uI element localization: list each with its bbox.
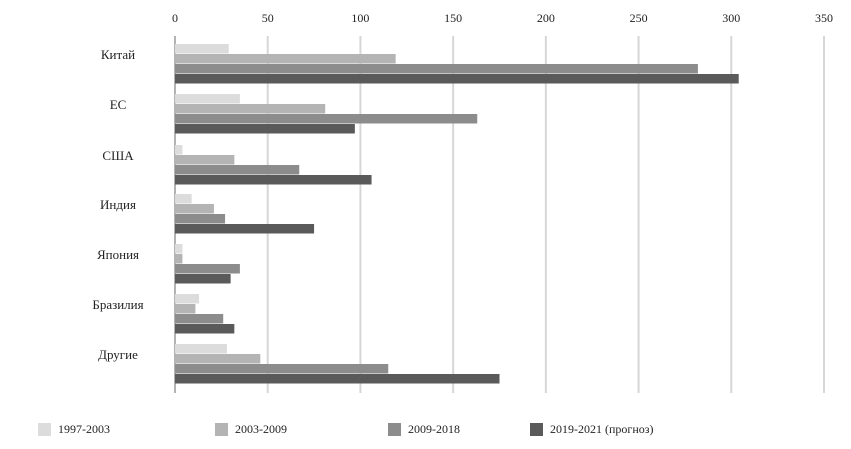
category-labels: Китай ЕС США Индия Япония Бразилия Другие [92,47,143,362]
bar-2 [175,54,396,64]
x-tick-label: 350 [815,11,833,25]
legend-swatch [388,422,401,436]
x-tick-label: 50 [262,11,274,25]
bar-4 [175,274,231,284]
category-label: ЕС [110,97,127,112]
legend-swatch [215,422,228,436]
bar-3 [175,165,300,175]
grid-layer [174,36,825,393]
x-tick-label: 150 [444,11,462,25]
bar-2 [175,155,235,165]
bar-2 [175,254,183,264]
category-label: Китай [101,47,135,62]
x-tick-label: 100 [351,11,369,25]
x-ticks: 0 50 100 150 200 250 300 350 [172,11,833,25]
bar-3 [175,364,389,374]
bar-4 [175,74,739,84]
category-label: Бразилия [92,297,143,312]
bar-1 [175,94,240,104]
x-tick-label: 0 [172,11,178,25]
bar-3 [175,114,478,124]
category-label: США [102,148,134,163]
legend-item: 1997-2003 [38,420,110,438]
legend-item: 2009-2018 [388,420,460,438]
bar-2 [175,104,326,114]
legend: 1997-2003 2003-2009 2009-2018 2019-2021 (пр… [38,420,838,440]
bar-3 [175,64,698,74]
legend-label: 2019-2021 (прогноз) [550,421,654,436]
bar-2 [175,354,261,364]
bar-4 [175,224,315,234]
legend-swatch [38,422,51,436]
bar-4 [175,124,355,134]
legend-label: 1997-2003 [58,421,110,436]
bar-4 [175,175,372,185]
bar-4 [175,374,500,384]
bar-1 [175,294,200,304]
bars [175,44,739,384]
legend-swatch [530,422,543,436]
bar-1 [175,44,229,54]
category-label: Индия [100,197,136,212]
legend-item: 2003-2009 [215,420,287,438]
bar-3 [175,264,240,274]
bar-1 [175,145,183,155]
x-tick-label: 300 [722,11,740,25]
bar-4 [175,324,235,334]
bar-3 [175,214,226,224]
bar-1 [175,244,183,254]
bar-2 [175,204,214,214]
bar-3 [175,314,224,324]
legend-label: 2009-2018 [408,421,460,436]
category-label: Другие [98,347,138,362]
legend-label: 2003-2009 [235,421,287,436]
x-tick-label: 250 [630,11,648,25]
legend-item: 2019-2021 (прогноз) [530,420,654,438]
bar-1 [175,344,227,354]
category-label: Япония [97,247,139,262]
bar-2 [175,304,196,314]
x-tick-label: 200 [537,11,555,25]
bar-1 [175,194,192,204]
